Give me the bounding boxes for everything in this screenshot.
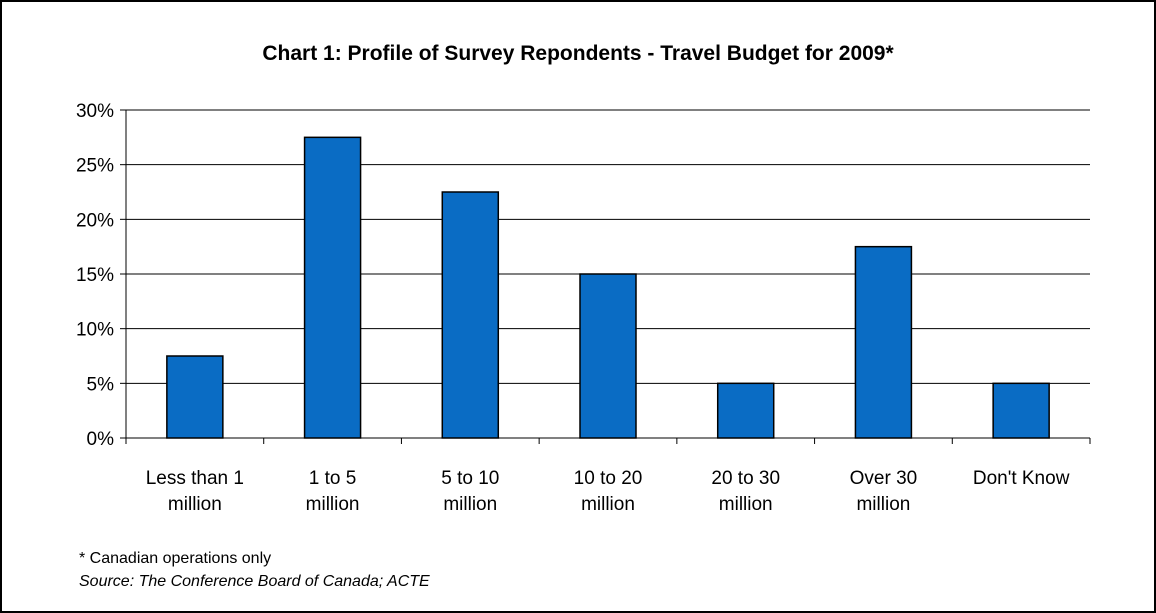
- x-tick-label-line: 1 to 5: [309, 468, 357, 489]
- y-tick-label: 25%: [76, 156, 114, 177]
- x-tick-label: Less than 1 million: [146, 468, 244, 515]
- x-tick-label-line: million: [719, 494, 773, 515]
- chart-title: Chart 1: Profile of Survey Repondents - …: [262, 42, 894, 65]
- x-tick-label: 10 to 20 million: [574, 468, 643, 515]
- x-tick-label-line: Less than 1: [146, 468, 244, 489]
- x-tick-label-line: 5 to 10: [441, 468, 499, 489]
- x-tick-label-line: Don't Know: [973, 468, 1070, 489]
- x-tick-label-line: million: [856, 494, 910, 515]
- bar: [166, 355, 224, 439]
- y-tick-label: 15%: [76, 265, 114, 286]
- bar: [854, 245, 913, 439]
- footnote: * Canadian operations only: [79, 550, 272, 567]
- x-tick-label-line: million: [306, 494, 360, 515]
- bar: [579, 273, 637, 439]
- y-tick-labels: 0% 5% 10% 15% 20% 25% 30%: [76, 101, 114, 450]
- bar: [716, 382, 775, 439]
- x-tick-label-line: million: [443, 494, 497, 515]
- y-tick-label: 10%: [76, 320, 114, 341]
- y-tick-label: 0%: [87, 429, 115, 450]
- x-tick-label-line: 10 to 20: [574, 468, 643, 489]
- axes: [120, 109, 1091, 444]
- x-tick-label-line: million: [581, 494, 635, 515]
- y-tick-label: 30%: [76, 101, 114, 122]
- x-tick-label: 1 to 5 million: [306, 468, 360, 515]
- y-tick-label: 5%: [87, 374, 115, 395]
- bar: [303, 136, 362, 439]
- x-tick-label: 5 to 10 million: [441, 468, 499, 515]
- x-tick-label-line: 20 to 30: [711, 468, 780, 489]
- y-tick-label: 20%: [76, 210, 114, 231]
- bar: [441, 191, 500, 439]
- x-tick-label-line: Over 30: [850, 468, 918, 489]
- bar: [992, 382, 1050, 439]
- x-tick-label: Don't Know: [973, 468, 1070, 489]
- x-tick-label: Over 30 million: [850, 468, 918, 515]
- bars: [166, 136, 1050, 439]
- x-tick-labels: Less than 1 million 1 to 5 million 5 to 10 mi…: [146, 468, 1070, 515]
- x-tick-label-line: million: [168, 494, 222, 515]
- source-note: Source: The Conference Board of Canada; …: [79, 573, 430, 590]
- x-tick-label: 20 to 30 million: [711, 468, 780, 515]
